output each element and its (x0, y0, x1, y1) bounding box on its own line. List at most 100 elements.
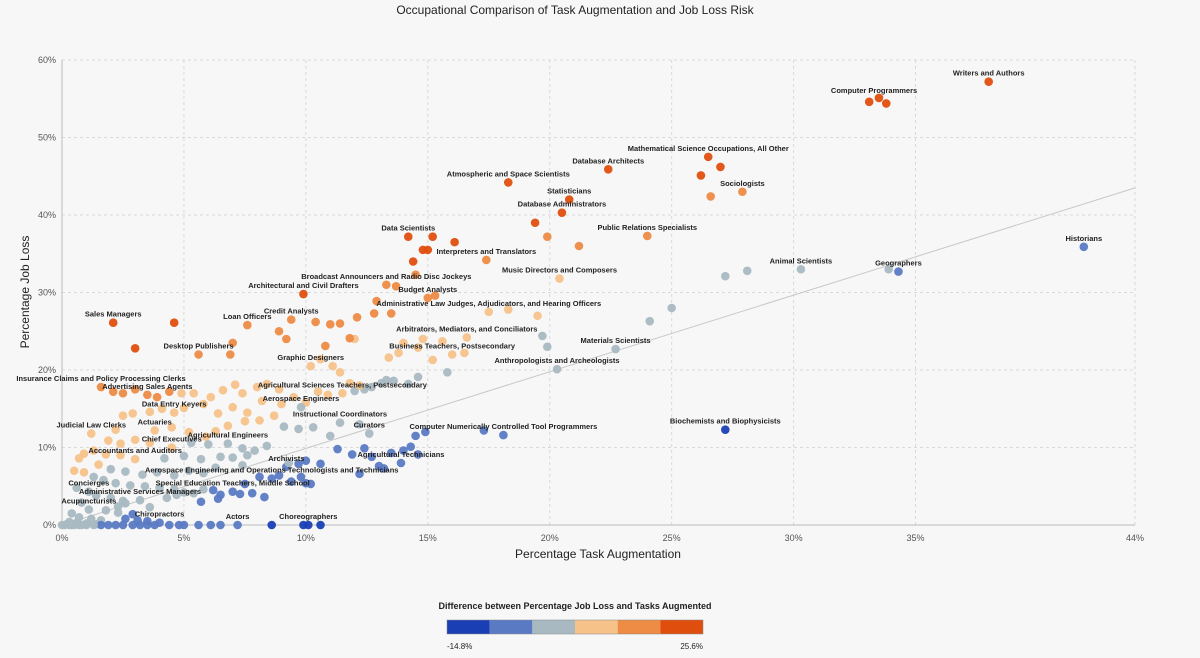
scatter-point (84, 487, 94, 496)
scatter-point (428, 355, 437, 365)
scatter-point (260, 492, 269, 502)
y-axis-ticks: 0% 10% 20% 30% 40% 50% 60% (38, 55, 56, 530)
scatter-point (213, 494, 223, 503)
scatter-point (199, 485, 208, 494)
scatter-point (255, 472, 264, 482)
y-tick-label: 50% (38, 133, 56, 143)
scatter-point (238, 443, 247, 453)
scatter-point (311, 317, 320, 327)
scatter-point (111, 520, 120, 530)
scatter-point (503, 178, 513, 187)
scatter-point (450, 237, 459, 247)
point-label: Atmospheric and Space Scientists (447, 169, 570, 178)
x-tick-label: 15% (419, 533, 437, 543)
scatter-point (89, 520, 99, 530)
scatter-point (413, 372, 423, 382)
scatter-point (225, 350, 235, 359)
scatter-point (696, 171, 706, 180)
point-label: Database Architects (572, 156, 644, 165)
y-tick-label: 10% (38, 443, 56, 453)
scatter-point (238, 388, 247, 398)
scatter-point (89, 446, 99, 455)
scatter-point (257, 396, 267, 406)
point-label: Anthropologists and Archeologists (494, 356, 619, 365)
scatter-point (479, 426, 489, 435)
scatter-point (104, 520, 113, 530)
scatter-point (335, 418, 345, 428)
scatter-point (106, 464, 116, 474)
scatter-point (135, 495, 145, 505)
scatter-point (172, 490, 181, 500)
x-tick-label: 20% (541, 533, 559, 543)
scatter-point (347, 450, 357, 459)
scatter-point (279, 422, 289, 431)
scatter-point (411, 431, 420, 441)
scatter-point (230, 380, 240, 390)
scatter-point (118, 411, 128, 421)
y-tick-label: 60% (38, 55, 56, 65)
scatter-point (438, 337, 447, 346)
point-label: Loan Officers (223, 312, 271, 321)
scatter-point (184, 427, 194, 437)
scatter-point (135, 520, 145, 530)
scatter-point (335, 319, 345, 328)
scatter-point (645, 316, 655, 326)
point-label: Database Administrators (518, 200, 607, 209)
point-label: Aerospace Engineering and Operations Tec… (145, 466, 399, 475)
scatter-point (274, 326, 284, 336)
point-label: Accountants and Auditors (88, 446, 181, 455)
scatter-point (140, 481, 150, 491)
scatter-point (77, 498, 86, 507)
scatter-point (421, 427, 430, 437)
point-label: Computer Programmers (831, 86, 917, 95)
scatter-point (396, 458, 406, 468)
legend-swatch (617, 620, 661, 634)
point-label: Insurance Claims and Policy Processing C… (16, 374, 185, 383)
scatter-point (367, 382, 377, 392)
scatter-point (286, 477, 296, 486)
scatter-point (533, 311, 542, 321)
legend-title: Difference between Percentage Job Loss a… (438, 601, 711, 611)
scatter-point (299, 289, 308, 299)
scatter-point (196, 454, 206, 464)
scatter-point (355, 469, 364, 479)
scatter-point (333, 444, 342, 454)
scatter-point (382, 375, 391, 385)
legend-min-label: -14.8% (447, 642, 472, 651)
scatter-point (406, 442, 416, 452)
scatter-point (274, 385, 284, 394)
scatter-point (101, 505, 111, 515)
scatter-point (413, 450, 423, 459)
legend-swatch (575, 620, 618, 634)
scatter-point (74, 454, 84, 463)
point-label: Administrative Services Managers (79, 487, 201, 496)
point-label: Acupuncturists (61, 497, 116, 506)
scatter-point (208, 485, 218, 495)
point-label: Interpreters and Translators (437, 247, 537, 256)
x-tick-label: 35% (907, 533, 925, 543)
scatter-point (169, 318, 179, 328)
legend-swatch (660, 620, 703, 634)
scatter-point (372, 296, 381, 306)
point-label: Graphic Designers (277, 353, 344, 362)
scatter-point (99, 475, 108, 485)
scatter-point (186, 438, 196, 448)
scatter-point (160, 454, 169, 463)
scatter-point (113, 508, 123, 517)
scatter-point (555, 274, 564, 283)
scatter-point (165, 387, 174, 397)
scatter-point (74, 520, 84, 530)
scatter-point (252, 382, 262, 392)
scatter-point (564, 195, 574, 204)
scatter-point (482, 255, 491, 265)
scatter-point (150, 520, 159, 530)
scatter-point (199, 468, 208, 478)
scatter-point (484, 307, 494, 317)
scatter-point (91, 491, 101, 500)
scatter-point (118, 388, 128, 398)
scatter-point (399, 446, 408, 455)
scatter-point (104, 436, 113, 445)
data-points (57, 77, 1089, 530)
point-label: Sociologists (720, 179, 765, 188)
scatter-point (255, 416, 264, 425)
